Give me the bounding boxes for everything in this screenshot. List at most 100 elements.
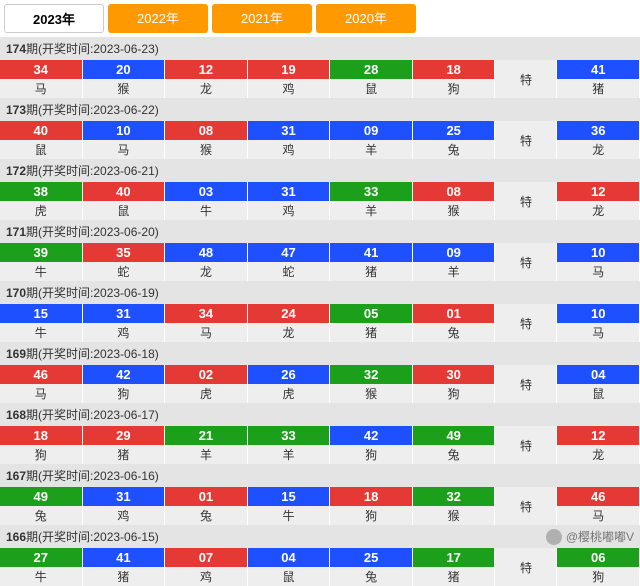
number-value: 32 <box>413 487 495 506</box>
number-value: 27 <box>0 548 82 567</box>
number-cell: 05猪 <box>330 304 413 342</box>
special-number: 46 <box>557 487 639 506</box>
zodiac-label: 兔 <box>413 323 495 342</box>
zodiac-label: 兔 <box>413 445 495 464</box>
year-tab-2023年[interactable]: 2023年 <box>4 4 104 33</box>
number-cell: 39牛 <box>0 243 83 281</box>
zodiac-label: 兔 <box>413 140 495 159</box>
number-cell: 46马 <box>0 365 83 403</box>
zodiac-label: 虎 <box>165 384 247 403</box>
year-tab-2022年[interactable]: 2022年 <box>108 4 208 33</box>
special-zodiac: 猪 <box>557 79 639 98</box>
number-value: 09 <box>413 243 495 262</box>
year-tab-2021年[interactable]: 2021年 <box>212 4 312 33</box>
number-cell: 47蛇 <box>248 243 331 281</box>
zodiac-label: 虎 <box>248 384 330 403</box>
zodiac-label: 龙 <box>165 262 247 281</box>
number-value: 08 <box>413 182 495 201</box>
number-value: 42 <box>83 365 165 384</box>
number-cell: 18狗 <box>330 487 413 525</box>
period-173: 173期(开奖时间:2023-06-22)40鼠10马08猴31鸡09羊25兔特… <box>0 98 640 159</box>
number-value: 18 <box>330 487 412 506</box>
zodiac-label: 猪 <box>83 445 165 464</box>
period-header: 166期(开奖时间:2023-06-15) <box>0 525 640 548</box>
number-value: 03 <box>165 182 247 201</box>
number-cell: 01兔 <box>165 487 248 525</box>
zodiac-label: 猴 <box>413 201 495 220</box>
special-number: 36 <box>557 121 639 140</box>
number-cell: 42狗 <box>330 426 413 464</box>
number-value: 19 <box>248 60 330 79</box>
special-zodiac: 马 <box>557 323 639 342</box>
zodiac-label: 蛇 <box>248 262 330 281</box>
number-cell: 41猪 <box>83 548 166 586</box>
year-tabs: 2023年2022年2021年2020年 <box>0 0 640 37</box>
number-cell: 29猪 <box>83 426 166 464</box>
number-value: 32 <box>330 365 412 384</box>
number-value: 05 <box>330 304 412 323</box>
number-cell: 31鸡 <box>248 121 331 159</box>
number-value: 08 <box>165 121 247 140</box>
special-zodiac: 龙 <box>557 201 639 220</box>
number-value: 34 <box>165 304 247 323</box>
zodiac-label: 猪 <box>83 567 165 586</box>
number-value: 12 <box>165 60 247 79</box>
zodiac-label: 鼠 <box>0 140 82 159</box>
number-value: 47 <box>248 243 330 262</box>
number-value: 31 <box>83 487 165 506</box>
number-value: 38 <box>0 182 82 201</box>
period-169: 169期(开奖时间:2023-06-18)46马42狗02虎26虎32猴30狗特… <box>0 342 640 403</box>
number-row: 18狗29猪21羊33羊42狗49兔特12龙 <box>0 426 640 464</box>
number-cell: 28鼠 <box>330 60 413 98</box>
number-value: 31 <box>248 121 330 140</box>
special-number: 41 <box>557 60 639 79</box>
number-value: 21 <box>165 426 247 445</box>
number-value: 49 <box>0 487 82 506</box>
year-tab-2020年[interactable]: 2020年 <box>316 4 416 33</box>
zodiac-label: 马 <box>83 140 165 159</box>
number-value: 33 <box>330 182 412 201</box>
number-cell: 34马 <box>0 60 83 98</box>
number-value: 34 <box>0 60 82 79</box>
number-cell: 15牛 <box>248 487 331 525</box>
number-cell: 08猴 <box>165 121 248 159</box>
number-value: 15 <box>0 304 82 323</box>
number-cell: 15牛 <box>0 304 83 342</box>
zodiac-label: 羊 <box>248 445 330 464</box>
period-header: 174期(开奖时间:2023-06-23) <box>0 37 640 60</box>
zodiac-label: 猴 <box>330 384 412 403</box>
period-168: 168期(开奖时间:2023-06-17)18狗29猪21羊33羊42狗49兔特… <box>0 403 640 464</box>
special-tag: 特 <box>495 182 557 220</box>
special-tag: 特 <box>495 426 557 464</box>
special-number: 06 <box>557 548 639 567</box>
number-value: 29 <box>83 426 165 445</box>
period-170: 170期(开奖时间:2023-06-19)15牛31鸡34马24龙05猪01兔特… <box>0 281 640 342</box>
special-zodiac: 狗 <box>557 567 639 586</box>
number-value: 42 <box>330 426 412 445</box>
number-value: 25 <box>330 548 412 567</box>
number-value: 41 <box>330 243 412 262</box>
special-cell: 46马 <box>557 487 640 525</box>
zodiac-label: 猴 <box>165 140 247 159</box>
number-row: 39牛35蛇48龙47蛇41猪09羊特10马 <box>0 243 640 281</box>
number-row: 27牛41猪07鸡04鼠25兔17猪特06狗 <box>0 548 640 586</box>
number-value: 17 <box>413 548 495 567</box>
zodiac-label: 鸡 <box>83 506 165 525</box>
zodiac-label: 猪 <box>330 262 412 281</box>
zodiac-label: 狗 <box>413 384 495 403</box>
number-cell: 07鸡 <box>165 548 248 586</box>
zodiac-label: 鸡 <box>248 79 330 98</box>
special-cell: 06狗 <box>557 548 640 586</box>
number-cell: 21羊 <box>165 426 248 464</box>
zodiac-label: 牛 <box>248 506 330 525</box>
zodiac-label: 狗 <box>330 445 412 464</box>
special-number: 10 <box>557 243 639 262</box>
number-cell: 30狗 <box>413 365 496 403</box>
special-tag: 特 <box>495 487 557 525</box>
number-row: 40鼠10马08猴31鸡09羊25兔特36龙 <box>0 121 640 159</box>
number-cell: 34马 <box>165 304 248 342</box>
period-header: 171期(开奖时间:2023-06-20) <box>0 220 640 243</box>
number-cell: 35蛇 <box>83 243 166 281</box>
special-tag: 特 <box>495 304 557 342</box>
number-value: 18 <box>413 60 495 79</box>
